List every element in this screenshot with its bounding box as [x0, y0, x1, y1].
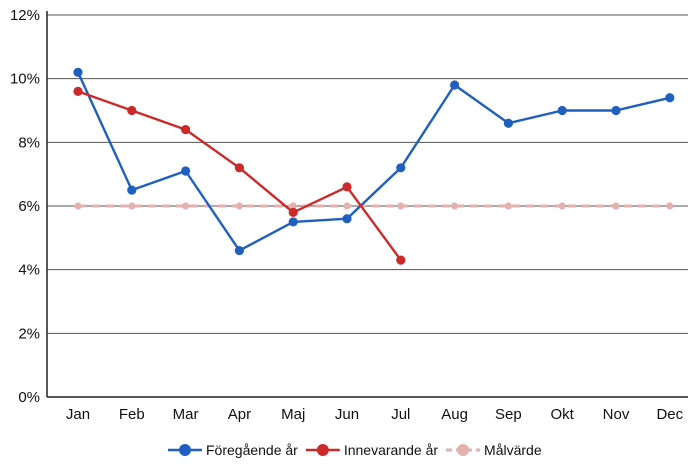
data-point — [289, 202, 297, 210]
data-point — [181, 125, 191, 135]
data-point — [235, 202, 243, 210]
x-tick-label: Feb — [119, 406, 145, 423]
data-point — [127, 185, 137, 195]
data-point — [558, 202, 566, 210]
x-tick-label: Mar — [173, 406, 199, 423]
data-point — [127, 105, 137, 116]
y-tick-label: 6% — [18, 198, 40, 215]
data-point — [288, 217, 298, 227]
legend-label: Föregående år — [206, 442, 298, 458]
x-tick-label: Jan — [66, 406, 90, 423]
data-point — [557, 105, 567, 116]
y-tick-label: 2% — [18, 325, 40, 342]
data-point — [397, 202, 405, 210]
y-tick-label: 12% — [10, 7, 40, 24]
data-point — [450, 80, 460, 90]
axis-layer: 0% 2% 4% 6% 8% 10% 12% Jan Feb Mar Apr Maj Jun Jul Aug… — [10, 7, 688, 423]
data-point — [128, 202, 136, 210]
y-tick-label: 8% — [18, 134, 40, 151]
series-line — [76, 71, 671, 252]
y-tick-label: 10% — [10, 71, 40, 88]
data-point — [73, 86, 83, 96]
data-point — [288, 207, 298, 217]
data-point — [503, 118, 513, 128]
data-point — [666, 202, 674, 210]
legend-label: Innevarande år — [344, 442, 439, 458]
x-tick-label: Okt — [551, 406, 575, 423]
x-tick-label: Nov — [603, 406, 630, 423]
data-point — [343, 202, 351, 210]
y-tick-label: 4% — [18, 262, 40, 279]
x-tick-label: Maj — [281, 406, 305, 423]
data-point — [234, 163, 244, 173]
y-tick-label: 0% — [18, 389, 40, 406]
data-point — [451, 202, 459, 210]
data-point — [612, 202, 620, 210]
legend-marker — [316, 444, 329, 456]
x-tick-label: Dec — [656, 406, 683, 423]
data-point — [182, 202, 190, 210]
series-layer — [73, 67, 675, 265]
x-tick-label: Aug — [441, 406, 468, 423]
data-point — [396, 255, 406, 265]
grid-layer — [47, 14, 688, 334]
data-point — [665, 93, 675, 103]
data-point — [73, 67, 83, 77]
legend-marker — [457, 444, 470, 456]
data-point — [234, 245, 244, 256]
x-tick-label: Jul — [391, 406, 410, 423]
data-point — [74, 202, 82, 210]
data-point — [342, 182, 352, 192]
x-tick-label: Jun — [335, 406, 359, 423]
legend: Föregående år Innevarande år Målvärde — [168, 442, 542, 458]
data-point — [181, 166, 191, 176]
data-point — [611, 105, 621, 116]
data-point — [396, 163, 406, 173]
legend-label: Målvärde — [484, 442, 542, 458]
data-point — [504, 202, 512, 210]
x-tick-label: Apr — [228, 406, 251, 423]
x-tick-label: Sep — [495, 406, 522, 423]
data-point — [342, 214, 352, 224]
legend-marker — [179, 444, 191, 456]
